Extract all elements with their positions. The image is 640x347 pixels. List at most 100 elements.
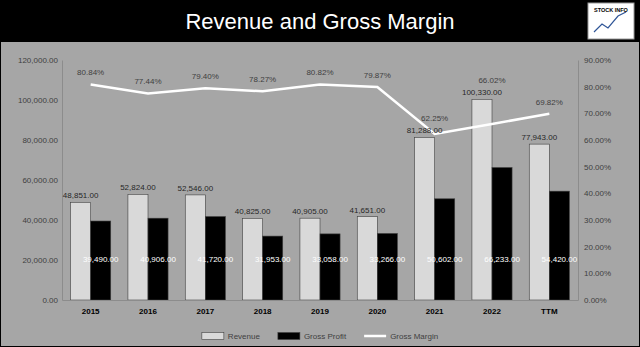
y-tick: 80,000.00 [22,136,62,145]
y-axis-line [62,61,63,301]
legend-item: Revenue [202,332,261,341]
x-tick: 2017 [196,300,214,316]
x-tick: 2022 [483,300,501,316]
x-tick: 2021 [426,300,444,316]
x-tick-label: 2018 [254,307,272,316]
y-tick: 40,000.00 [22,216,62,225]
y-tick: 20,000.00 [22,256,62,265]
y2-tick-label: 40.00% [584,189,611,198]
data-label: 79.87% [364,71,391,80]
y2-tick-label: 50.00% [584,163,611,172]
title-band [0,0,640,42]
y2-tick: 80.00% [578,83,611,92]
y-tick-label: 20,000.00 [22,256,58,265]
y2-tick-label: 30.00% [584,216,611,225]
x-tick-label: 2019 [311,307,329,316]
data-label: 40,905.00 [292,207,328,216]
y2-axis-line [578,61,579,301]
y2-tick-label: 10.00% [584,269,611,278]
bar [320,234,340,300]
y-tick-label: 80,000.00 [22,136,58,145]
logo: STOCK INFO [588,3,634,39]
chart: Revenue and Gross MarginSTOCK INFO0.0020… [0,0,640,347]
data-label: 77,943.00 [522,133,558,142]
x-tick-label: 2020 [368,307,386,316]
logo-icon [594,12,626,32]
y2-tick-label: 0.00% [584,296,607,305]
data-label: 33,058.00 [312,255,348,264]
x-tick: TTM [541,300,558,316]
y-axis: 0.00 20,000.00 40,000.00 60,000.00 80,000.00… [18,56,63,305]
data-label: 77.44% [134,77,161,86]
legend-item: Gross Profit [278,332,347,341]
data-label: 52,546.00 [178,184,214,193]
data-label: 80.82% [306,68,333,77]
data-label: 78.27% [249,75,276,84]
data-label: 40,906.00 [140,255,176,264]
y2-tick-label: 20.00% [584,243,611,252]
data-label: 66.02% [478,76,505,85]
y-tick-label: 60,000.00 [22,176,58,185]
data-label: 81,288.00 [407,126,443,135]
data-label: 54,420.00 [542,255,578,264]
line [91,84,550,134]
x-tick: 2015 [82,300,100,316]
y2-tick: 60.00% [578,136,611,145]
x-tick: 2019 [311,300,329,316]
bar [529,144,549,300]
bar [435,199,455,300]
x-tick-label: 2021 [426,307,444,316]
legend-swatch [202,333,224,340]
y2-tick: 10.00% [578,269,611,278]
y2-tick: 50.00% [578,163,611,172]
y2-tick: 20.00% [578,243,611,252]
logo-text: STOCK INFO [594,7,629,13]
data-label: 33,266.00 [370,255,406,264]
bar [549,191,569,300]
y-tick: 60,000.00 [22,176,62,185]
data-label: 41,651.00 [350,206,386,215]
x-tick: 2018 [254,300,272,316]
x-tick: 2016 [139,300,157,316]
y2-tick-label: 80.00% [584,83,611,92]
x-tick: 2020 [368,300,386,316]
x-axis: 2015 2016 2017 2018 2019 2020 2021 2022 TTM [63,300,579,316]
bar [185,195,205,300]
data-label: 39,490.00 [83,255,119,264]
y2-tick-label: 60.00% [584,136,611,145]
y2-axis: 0.00% 10.00% 20.00% 30.00% 40.00% 50.00% 60.00… [578,56,611,305]
x-axis-line [63,300,579,301]
y2-tick: 90.00% [578,56,611,65]
y-tick-label: 40,000.00 [22,216,58,225]
legend-label: Gross Margin [390,332,438,341]
y-tick: 100,000.00 [18,96,62,105]
logo-box [588,3,634,39]
x-tick-label: 2015 [82,307,100,316]
y-tick-label: 120,000.00 [18,56,59,65]
data-label: 79.40% [192,72,219,81]
y2-tick-label: 90.00% [584,56,611,65]
title: Revenue and Gross Margin [185,9,454,34]
legend-swatch [364,335,386,338]
data-label: 40,825.00 [235,207,271,216]
data-label: 80.84% [77,68,104,77]
data-label: 41,720.00 [198,255,234,264]
y2-tick: 0.00% [578,296,607,305]
x-tick-label: 2016 [139,307,157,316]
x-tick-label: TTM [541,307,558,316]
y-tick-label: 100,000.00 [18,96,59,105]
bar [377,233,397,300]
x-tick-label: 2022 [483,307,501,316]
y-tick: 0.00 [42,296,62,305]
data-label: 50,602.00 [427,255,463,264]
bar [263,236,283,300]
data-label: 69.82% [536,98,563,107]
legend-label: Revenue [228,332,261,341]
bar [472,99,492,300]
plot-marks [71,84,570,300]
data-label: 62.25% [421,114,448,123]
legend-label: Gross Profit [304,332,347,341]
x-tick-label: 2017 [196,307,214,316]
legend-swatch [278,333,300,340]
data-label: 31,953.00 [255,255,291,264]
